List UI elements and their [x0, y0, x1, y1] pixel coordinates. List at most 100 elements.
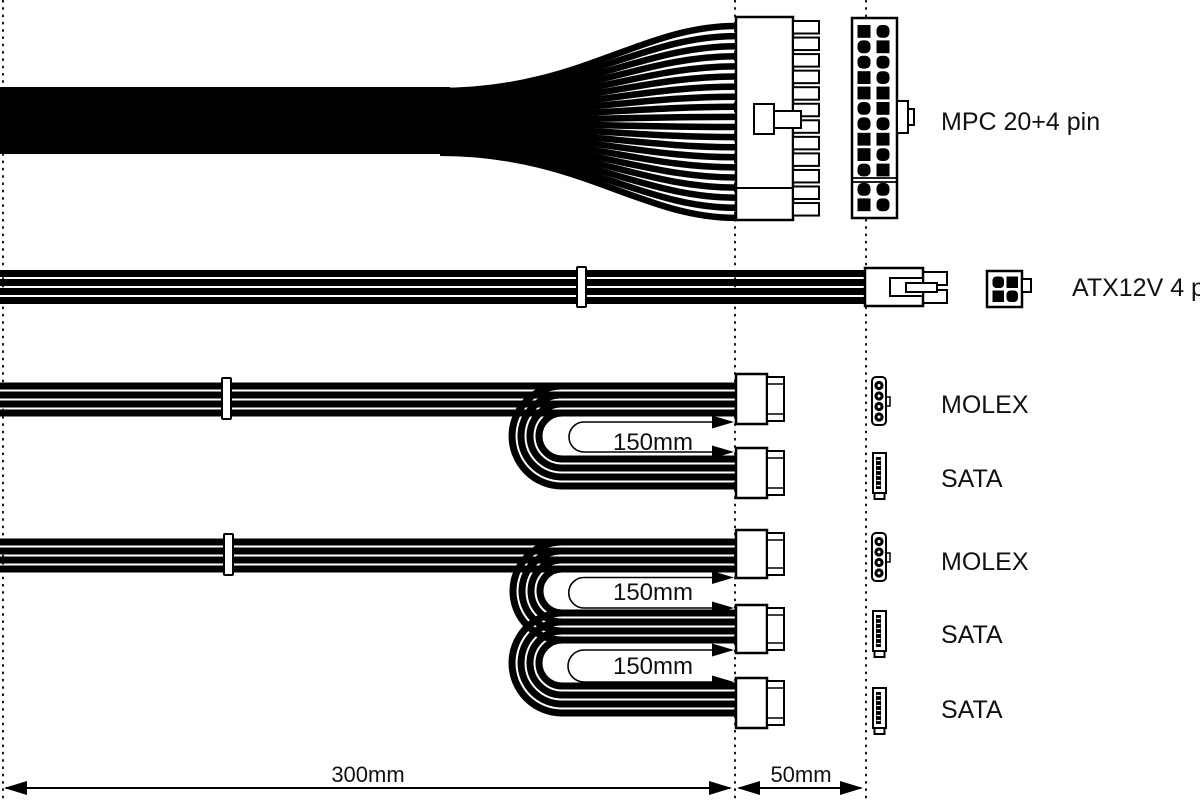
arrowhead — [4, 781, 27, 795]
molex-pin-hole — [877, 571, 881, 575]
loop-dimension-line — [568, 576, 714, 609]
arrowhead — [712, 601, 734, 615]
molex-pin-hole — [877, 550, 881, 554]
front-pin — [876, 148, 890, 161]
cable-atx12v — [0, 266, 1032, 309]
wire-24pin-fan — [439, 103, 737, 121]
label-mpc-20-4-pin: MPC 20+4 pin — [941, 108, 1100, 136]
front-pin — [857, 40, 871, 54]
dimension-loop-group1: 150mm — [613, 429, 693, 456]
front-pin — [857, 198, 871, 212]
latch-clip — [753, 103, 775, 135]
molex-front-icon — [871, 376, 887, 426]
wire-24pin-fan — [439, 22, 737, 95]
wire-24pin-fan — [439, 126, 737, 151]
front-pin — [1006, 276, 1018, 288]
cable-bundle-sleeve — [0, 87, 450, 154]
wire-loop — [526, 627, 740, 699]
wire-24pin-fan — [439, 73, 737, 111]
wire-24pin-fan — [439, 143, 737, 201]
front-pin — [992, 276, 1004, 288]
front-pin — [857, 71, 871, 84]
connector-pin-tooth — [792, 185, 820, 200]
front-pin — [857, 117, 871, 131]
wire-24pin-fan — [439, 83, 737, 114]
connector-pin-tooth — [792, 202, 820, 217]
arrowhead — [712, 571, 734, 584]
wire-24pin-fan — [439, 136, 737, 181]
arrowhead — [712, 445, 734, 459]
cable-mpc-24pin — [0, 15, 915, 222]
connector-pin-tooth — [792, 152, 820, 167]
label-molex-group1: MOLEX — [941, 391, 1029, 419]
wire-24pin-fan — [439, 123, 737, 141]
front-pin — [876, 163, 890, 177]
connector-pin-tooth — [792, 69, 820, 85]
sata-contact-strip — [876, 615, 881, 647]
latch-clip-nub — [773, 110, 802, 129]
arrowhead — [712, 415, 734, 429]
sata-contact-strip — [876, 457, 881, 489]
front-pin — [857, 163, 871, 177]
connector-peripheral-tip — [766, 607, 785, 651]
label-atx12v-4-pin: ATX12V 4 pin — [1072, 274, 1200, 302]
connector-peripheral-side — [734, 676, 769, 730]
front-pin — [992, 290, 1004, 302]
connector-peripheral-side — [734, 446, 769, 500]
front-pin — [876, 132, 890, 146]
wire-loop — [535, 636, 740, 690]
arrowhead — [737, 781, 760, 795]
front-pin — [857, 25, 871, 38]
front-latch-tab — [896, 100, 909, 134]
connector-pin-tooth — [792, 20, 820, 35]
molex-pin-hole — [877, 540, 881, 543]
label-sata-group2-second: SATA — [941, 696, 1003, 724]
connector-peripheral-side — [734, 372, 769, 426]
wire-24pin-fan — [439, 32, 737, 98]
sata-front-foot — [873, 650, 886, 658]
wire-24pin-fan — [439, 113, 737, 124]
front-pin — [857, 132, 871, 146]
front-pin — [1006, 290, 1018, 302]
connector-peripheral-tip — [766, 680, 785, 726]
wire-24pin-fan — [439, 93, 737, 117]
connector-pin-tooth — [792, 36, 820, 52]
wire-24pin-fan — [439, 139, 737, 191]
molex-pin-hole — [877, 394, 881, 398]
front-pin — [876, 40, 890, 54]
wire-24pin-fan — [439, 146, 737, 212]
connector-peripheral-tip — [766, 376, 785, 422]
dimension-connector-section: 50mm — [770, 762, 831, 787]
front-pin — [876, 102, 890, 115]
connector-peripheral-tip — [766, 532, 785, 576]
front-pin — [857, 148, 871, 161]
label-molex-group2: MOLEX — [941, 548, 1029, 576]
cable-peripheral-group-2 — [0, 528, 891, 735]
dimension-loop-group2-second: 150mm — [613, 653, 693, 680]
front-pin — [876, 71, 890, 84]
connector-pin-tooth — [792, 168, 820, 184]
front-pin — [857, 55, 871, 69]
loop-dimension-line — [568, 421, 714, 453]
front-pin — [857, 102, 871, 115]
molex-pin-hole — [877, 415, 881, 419]
cable-tie — [223, 533, 234, 576]
front-pin — [876, 198, 890, 212]
connector-peripheral-side — [734, 603, 769, 655]
label-sata-group2-first: SATA — [941, 621, 1003, 649]
front-pin — [857, 86, 871, 100]
cable-tie — [576, 266, 587, 308]
wire-24pin-fan — [439, 130, 737, 161]
arrowhead — [709, 781, 732, 795]
sata-front-foot — [873, 492, 886, 500]
connector-pin-tooth — [792, 86, 820, 101]
bottom-dimensions — [4, 781, 863, 795]
arrowhead — [712, 643, 734, 657]
wire-24pin-fan — [439, 53, 737, 104]
front-pin — [876, 183, 890, 196]
label-sata-group1: SATA — [941, 465, 1003, 493]
front-latch-tab — [1021, 278, 1032, 293]
front-latch-tab — [907, 108, 915, 126]
